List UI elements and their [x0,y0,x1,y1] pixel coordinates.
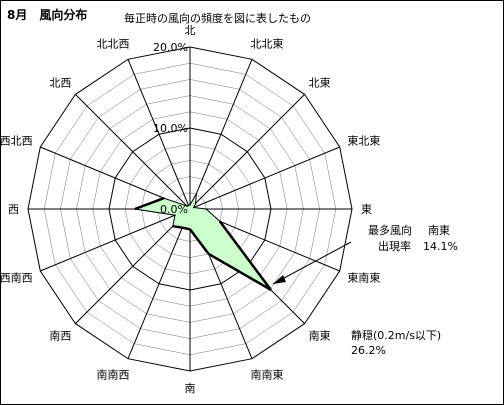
data-point-4 [205,208,207,210]
annotation-arrow [272,241,352,285]
grid-spoke [75,94,191,210]
direction-label: 北東 [309,76,331,89]
data-point-1 [195,193,197,195]
direction-label: 東南東 [347,272,380,285]
direction-label: 北 [185,24,196,37]
direction-label: 南南東 [251,368,284,381]
data-point-9 [181,226,184,229]
direction-label: 西北西 [1,135,33,148]
tick-label: 0.0% [160,203,188,216]
max-direction-label: 最多風向 [368,224,412,237]
grid-spoke [127,208,191,359]
frequency-edge [207,252,272,291]
data-point-0 [189,204,191,206]
grid-spoke [189,59,253,210]
direction-label: 北西 [49,76,71,89]
annotation-arrow-head [273,275,286,284]
chart-title: 8月 風向分布 [7,8,88,22]
radial-tick-labels: 0.0% 10.0% 20.0% [153,41,188,216]
grid-spoke [189,94,305,210]
radar-series [132,193,272,291]
grid-spoke [189,146,340,210]
direction-label: 東 [361,203,372,216]
direction-label: 東北東 [347,135,380,148]
direction-label: 北北西 [97,38,130,51]
calm-label: 静穏(0.2m/s以下) [351,329,442,342]
direction-label: 西 [8,203,19,216]
data-point-6 [270,289,272,291]
tick-label: 10.0% [153,122,188,135]
grid-spoke [127,59,191,210]
chart-subtitle: 毎正時の風向の頻度を図に表したもの [124,12,311,25]
occurrence-rate-label: 出現率 [378,240,411,253]
data-point-11 [174,214,176,216]
frequency-edge [182,226,191,231]
data-point-3 [192,206,195,209]
data-point-2 [194,202,197,205]
max-direction-value: 南東 [428,224,450,237]
frequency-edge [172,224,183,229]
data-point-13 [163,197,165,199]
data-point-8 [189,228,191,231]
direction-label: 南南西 [97,368,130,381]
tick-label: 20.0% [153,41,188,54]
data-point-5 [219,220,221,223]
radar-grid [27,46,353,372]
occurrence-rate-value: 14.1% [423,240,458,253]
frequency-edge [134,197,165,211]
grid-spoke [40,208,191,272]
calm-value: 26.2% [351,344,386,357]
grid-spoke [75,208,191,324]
frequency-area [132,193,272,291]
frequency-edge [189,228,210,255]
data-point-15 [187,204,190,207]
data-point-14 [186,205,188,207]
data-point-10 [172,225,174,227]
frequency-edge [218,220,272,291]
direction-label: 南西 [49,330,71,343]
direction-label: 西南西 [1,272,33,285]
direction-label: 南東 [309,330,331,343]
direction-label: 北北東 [251,38,284,51]
data-point-12 [134,208,136,210]
data-point-7 [207,253,210,255]
direction-label: 南 [185,382,196,395]
